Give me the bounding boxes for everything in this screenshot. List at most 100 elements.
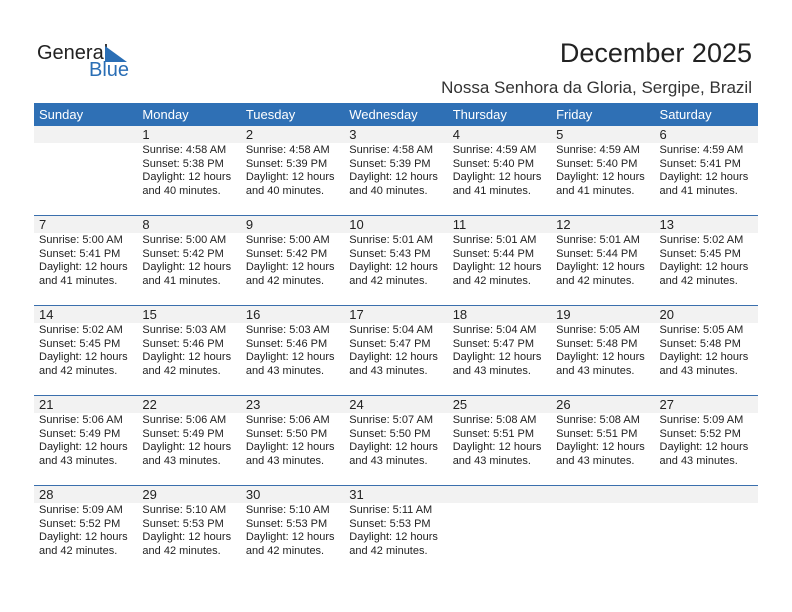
daylight-text: Daylight: 12 hours [39,441,128,453]
daylight-text: Daylight: 12 hours [245,531,335,543]
week-row: 7 8 9 10 11 12 13 Sunrise: 5:00 AM Sunset: 5:41 … [34,215,758,305]
logo-word-general: General [37,42,109,64]
minutes-text: and 42 minutes. [39,544,118,557]
daylight-text: Daylight: 12 hours [142,261,232,273]
minutes-text: and 43 minutes. [556,454,635,467]
day-number [551,486,654,503]
info-row: Sunrise: 5:00 AM Sunset: 5:41 PM Daylight:… [34,233,758,288]
sunset-text: Sunset: 5:42 PM [245,247,328,260]
day-details: Sunrise: 5:05 AM Sunset: 5:48 PM Daylight:… [551,323,654,378]
day-number: 15 [142,307,157,322]
sunset-text: Sunset: 5:51 PM [556,427,638,440]
daylight-text: Daylight: 12 hours [659,171,749,183]
minutes-text: and 43 minutes. [556,364,635,377]
sunrise-text: Sunrise: 5:01 AM [556,234,640,246]
day-number [34,126,137,143]
sunrise-text: Sunrise: 5:09 AM [39,504,123,516]
sunset-text: Sunset: 5:43 PM [349,247,431,260]
sunrise-text: Sunrise: 5:08 AM [452,414,537,426]
sunrise-text: Sunrise: 5:05 AM [659,324,744,336]
day-number [448,486,551,503]
day-number: 31 [349,487,364,502]
minutes-text: and 42 minutes. [452,274,531,287]
day-number: 12 [556,217,571,232]
sunrise-text: Sunrise: 5:09 AM [659,414,744,426]
minutes-text: and 40 minutes. [142,184,221,197]
day-details: Sunrise: 5:01 AM Sunset: 5:44 PM Daylight:… [448,233,551,288]
daylight-text: Daylight: 12 hours [452,171,542,183]
day-details: Sunrise: 5:01 AM Sunset: 5:44 PM Daylight:… [551,233,654,288]
daylight-text: Daylight: 12 hours [349,441,438,453]
daylight-text: Daylight: 12 hours [556,441,645,453]
day-details: Sunrise: 5:03 AM Sunset: 5:46 PM Daylight:… [137,323,240,378]
daylight-text: Daylight: 12 hours [142,441,232,453]
sunset-text: Sunset: 5:41 PM [39,247,121,260]
day-details: Sunrise: 4:58 AM Sunset: 5:39 PM Daylight:… [241,143,344,198]
minutes-text: and 42 minutes. [142,544,221,557]
sunset-text: Sunset: 5:47 PM [452,337,535,350]
sunset-text: Sunset: 5:47 PM [349,337,431,350]
day-details: Sunrise: 5:00 AM Sunset: 5:41 PM Daylight:… [34,233,137,288]
sunset-text: Sunset: 5:42 PM [142,247,224,260]
daylight-text: Daylight: 12 hours [349,531,438,543]
minutes-text: and 43 minutes. [39,454,118,467]
day-number: 14 [39,307,54,322]
minutes-text: and 42 minutes. [349,544,428,557]
day-number: 29 [142,487,157,502]
sunset-text: Sunset: 5:50 PM [245,427,328,440]
day-details: Sunrise: 5:04 AM Sunset: 5:47 PM Daylight:… [344,323,447,378]
daylight-text: Daylight: 12 hours [556,351,645,363]
day-number: 3 [349,127,357,142]
day-details: Sunrise: 5:07 AM Sunset: 5:50 PM Daylight:… [344,413,447,468]
day-number: 21 [39,397,54,412]
week-row: 14 15 16 17 18 19 20 Sunrise: 5:02 AM Sunset: 5:… [34,305,758,395]
day-number: 6 [659,127,667,142]
day-number: 10 [349,217,364,232]
date-band: 1 2 3 4 5 6 [34,126,758,143]
sunrise-text: Sunrise: 5:04 AM [452,324,537,336]
date-band: 14 15 16 17 18 19 20 [34,306,758,323]
week-row: 21 22 23 24 25 26 27 Sunrise: 5:06 AM Sunset: 5:… [34,395,758,485]
day-details: Sunrise: 5:06 AM Sunset: 5:50 PM Daylight:… [241,413,344,468]
day-number: 26 [556,397,571,412]
day-details: Sunrise: 5:06 AM Sunset: 5:49 PM Daylight:… [34,413,137,468]
sunrise-text: Sunrise: 5:03 AM [245,324,330,336]
day-number: 19 [556,307,571,322]
date-band: 7 8 9 10 11 12 13 [34,216,758,233]
minutes-text: and 41 minutes. [452,184,531,197]
sunrise-text: Sunrise: 4:59 AM [452,144,537,156]
sunset-text: Sunset: 5:44 PM [452,247,535,260]
daylight-text: Daylight: 12 hours [452,441,542,453]
page-title: December 2025 [559,38,752,68]
day-details: Sunrise: 5:04 AM Sunset: 5:47 PM Daylight:… [448,323,551,378]
sunrise-text: Sunrise: 5:06 AM [39,414,123,426]
daylight-text: Daylight: 12 hours [659,261,749,273]
sunset-text: Sunset: 5:39 PM [349,157,431,170]
minutes-text: and 43 minutes. [659,454,738,467]
sunrise-text: Sunrise: 5:01 AM [452,234,537,246]
day-number: 8 [142,217,150,232]
info-row: Sunrise: 5:09 AM Sunset: 5:52 PM Daylight:… [34,503,758,558]
day-details: Sunrise: 4:59 AM Sunset: 5:40 PM Daylight:… [551,143,654,198]
day-details: Sunrise: 5:11 AM Sunset: 5:53 PM Daylight:… [344,503,447,558]
sunrise-text: Sunrise: 5:00 AM [245,234,330,246]
minutes-text: and 41 minutes. [556,184,635,197]
minutes-text: and 42 minutes. [659,274,738,287]
minutes-text: and 40 minutes. [245,184,325,197]
weekday-header: Sunday Monday Tuesday Wednesday Thursday Frid… [34,103,758,126]
weekday-sunday: Sunday [39,107,84,122]
sunrise-text: Sunrise: 5:04 AM [349,324,434,336]
day-number: 9 [245,217,254,232]
sunset-text: Sunset: 5:49 PM [39,427,121,440]
day-details [551,503,654,558]
minutes-text: and 42 minutes. [39,364,118,377]
day-details: Sunrise: 5:02 AM Sunset: 5:45 PM Daylight:… [34,323,137,378]
sunrise-text: Sunrise: 5:07 AM [349,414,434,426]
week-row: 1 2 3 4 5 6 Sunrise: 4:58 AM Sunset: 5:38 PM Day… [34,126,758,215]
day-details: Sunrise: 5:05 AM Sunset: 5:48 PM Daylight:… [655,323,758,378]
day-details: Sunrise: 5:10 AM Sunset: 5:53 PM Daylight:… [137,503,240,558]
day-details [655,503,758,558]
day-number: 7 [39,217,47,232]
sunset-text: Sunset: 5:48 PM [659,337,741,350]
sunrise-text: Sunrise: 5:10 AM [142,504,227,516]
